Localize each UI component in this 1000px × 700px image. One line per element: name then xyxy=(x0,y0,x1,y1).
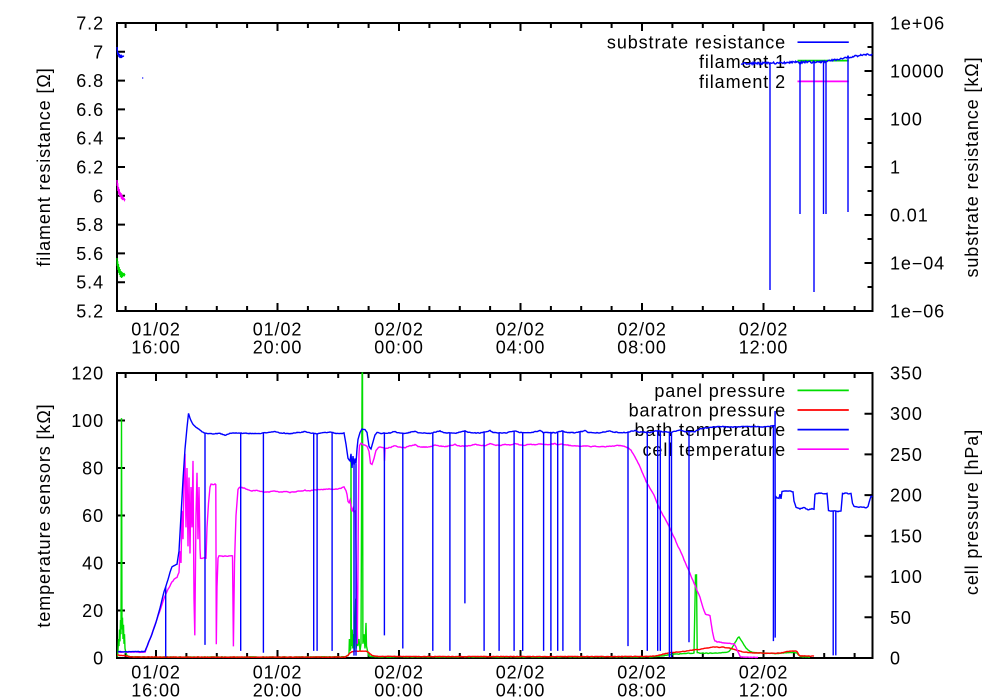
svg-text:6.6: 6.6 xyxy=(76,100,104,120)
svg-text:300: 300 xyxy=(890,404,923,424)
svg-text:10000: 10000 xyxy=(890,62,945,82)
svg-text:02/02: 02/02 xyxy=(496,663,546,683)
svg-text:1e−04: 1e−04 xyxy=(890,254,945,274)
svg-text:60: 60 xyxy=(82,506,104,526)
svg-text:5.4: 5.4 xyxy=(76,273,104,293)
svg-text:5.6: 5.6 xyxy=(76,244,104,264)
svg-text:02/02: 02/02 xyxy=(617,663,667,683)
svg-text:0: 0 xyxy=(890,649,901,669)
svg-text:100: 100 xyxy=(890,110,923,130)
svg-text:01/02: 01/02 xyxy=(131,663,181,683)
svg-text:16:00: 16:00 xyxy=(131,338,181,358)
svg-text:7: 7 xyxy=(93,42,104,62)
svg-text:1e+06: 1e+06 xyxy=(890,14,945,34)
svg-text:filament 1: filament 1 xyxy=(699,52,786,72)
svg-text:12:00: 12:00 xyxy=(739,681,789,700)
svg-text:50: 50 xyxy=(890,608,912,628)
svg-text:0.01: 0.01 xyxy=(890,206,929,226)
svg-text:5.2: 5.2 xyxy=(76,302,104,322)
svg-text:cell temperature: cell temperature xyxy=(643,440,786,460)
svg-text:02/02: 02/02 xyxy=(374,320,424,340)
svg-text:7.2: 7.2 xyxy=(76,14,104,34)
svg-text:16:00: 16:00 xyxy=(131,681,181,700)
svg-text:80: 80 xyxy=(82,459,104,479)
svg-text:01/02: 01/02 xyxy=(253,663,303,683)
svg-text:04:00: 04:00 xyxy=(496,681,546,700)
svg-text:100: 100 xyxy=(71,411,104,431)
svg-text:250: 250 xyxy=(890,445,923,465)
svg-text:120: 120 xyxy=(71,364,104,384)
svg-text:100: 100 xyxy=(890,567,923,587)
svg-text:00:00: 00:00 xyxy=(374,681,424,700)
svg-text:temperature sensors [kΩ]: temperature sensors [kΩ] xyxy=(34,403,54,627)
svg-text:02/02: 02/02 xyxy=(739,663,789,683)
svg-text:panel pressure: panel pressure xyxy=(654,381,786,401)
svg-text:02/02: 02/02 xyxy=(374,663,424,683)
svg-text:6.4: 6.4 xyxy=(76,129,104,149)
svg-text:350: 350 xyxy=(890,364,923,384)
svg-text:00:00: 00:00 xyxy=(374,338,424,358)
svg-text:1: 1 xyxy=(890,158,901,178)
svg-text:20: 20 xyxy=(82,601,104,621)
svg-text:6: 6 xyxy=(93,186,104,206)
svg-text:substrate resistance: substrate resistance xyxy=(607,33,786,53)
svg-text:0: 0 xyxy=(93,649,104,669)
svg-text:200: 200 xyxy=(890,486,923,506)
svg-text:cell pressure [hPa]: cell pressure [hPa] xyxy=(962,429,982,595)
svg-text:12:00: 12:00 xyxy=(739,338,789,358)
svg-text:02/02: 02/02 xyxy=(617,320,667,340)
svg-text:6.2: 6.2 xyxy=(76,158,104,178)
svg-text:01/02: 01/02 xyxy=(253,320,303,340)
svg-text:20:00: 20:00 xyxy=(253,338,303,358)
svg-text:02/02: 02/02 xyxy=(496,320,546,340)
svg-text:01/02: 01/02 xyxy=(131,320,181,340)
svg-text:40: 40 xyxy=(82,554,104,574)
svg-text:filament resistance [Ω]: filament resistance [Ω] xyxy=(34,67,54,266)
svg-text:150: 150 xyxy=(890,526,923,546)
svg-text:baratron pressure: baratron pressure xyxy=(629,401,786,421)
svg-text:5.8: 5.8 xyxy=(76,215,104,235)
svg-text:02/02: 02/02 xyxy=(739,320,789,340)
svg-text:08:00: 08:00 xyxy=(617,338,667,358)
svg-text:substrate resistance [kΩ]: substrate resistance [kΩ] xyxy=(962,56,982,277)
svg-text:20:00: 20:00 xyxy=(253,681,303,700)
svg-text:filament 2: filament 2 xyxy=(699,72,786,92)
svg-text:1e−06: 1e−06 xyxy=(890,302,945,322)
svg-text:04:00: 04:00 xyxy=(496,338,546,358)
svg-text:08:00: 08:00 xyxy=(617,681,667,700)
svg-text:6.8: 6.8 xyxy=(76,71,104,91)
